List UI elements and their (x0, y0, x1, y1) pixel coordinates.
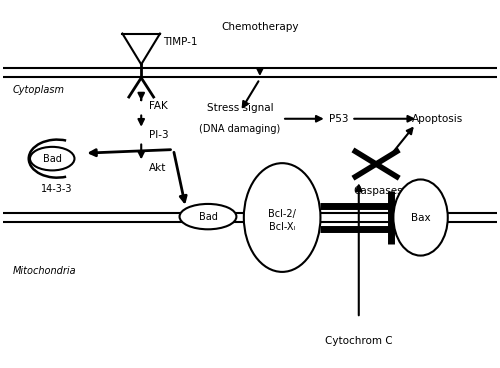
Text: 14-3-3: 14-3-3 (42, 184, 73, 194)
Text: TIMP-1: TIMP-1 (164, 37, 198, 47)
Text: Apoptosis: Apoptosis (412, 114, 464, 124)
Text: Bad: Bad (198, 212, 218, 222)
Text: PI-3: PI-3 (148, 130, 169, 140)
Text: Akt: Akt (148, 163, 166, 173)
Ellipse shape (244, 163, 320, 272)
Text: Cytoplasm: Cytoplasm (12, 85, 64, 95)
Text: Stress signal: Stress signal (207, 103, 274, 113)
Text: Bcl-Xₗ: Bcl-Xₗ (269, 222, 295, 231)
Text: P53: P53 (329, 114, 349, 124)
Text: Bcl-2/: Bcl-2/ (268, 209, 296, 219)
Ellipse shape (180, 204, 236, 229)
Text: Caspases: Caspases (354, 186, 404, 196)
Text: FAK: FAK (148, 101, 168, 111)
Ellipse shape (394, 180, 448, 256)
Text: Mitochondria: Mitochondria (12, 266, 76, 276)
Text: Bax: Bax (411, 213, 430, 223)
Text: Cytochrom C: Cytochrom C (325, 336, 392, 346)
Text: Chemotherapy: Chemotherapy (221, 22, 298, 32)
Ellipse shape (30, 147, 74, 170)
Text: Bad: Bad (43, 153, 62, 164)
Text: (DNA damaging): (DNA damaging) (200, 124, 280, 134)
